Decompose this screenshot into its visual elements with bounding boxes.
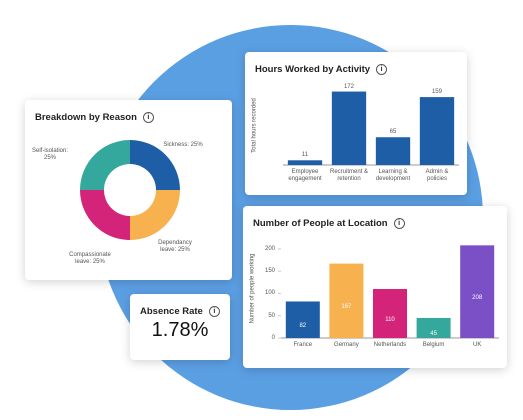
label: Belgium bbox=[422, 342, 445, 348]
label: 167 bbox=[341, 303, 352, 310]
title-text: Absence Rate bbox=[140, 306, 203, 318]
bar bbox=[331, 91, 367, 165]
info-icon[interactable]: i bbox=[393, 218, 405, 229]
label: Employee engagement bbox=[288, 169, 322, 182]
bar bbox=[285, 301, 320, 338]
label: 159 bbox=[431, 89, 442, 96]
label: 11 bbox=[301, 152, 309, 159]
donut-segment bbox=[80, 140, 130, 190]
bar bbox=[419, 97, 455, 165]
bar bbox=[460, 245, 495, 338]
label: 110 bbox=[385, 316, 395, 323]
label: Self-isolation: 25% bbox=[31, 148, 69, 161]
reason-card: Breakdown by Reason i Sickness: 25% Depend… bbox=[25, 100, 232, 280]
card-title: Hours Worked by Activity i bbox=[255, 64, 388, 76]
label: 45 bbox=[430, 330, 437, 337]
location-card: Number of People at Location i Number of … bbox=[243, 206, 507, 368]
bar bbox=[329, 263, 364, 338]
bar bbox=[416, 317, 451, 338]
hours-card: Hours Worked by Activity i Total hours re… bbox=[245, 52, 467, 195]
donut-segment bbox=[130, 140, 180, 190]
y-tick-label: 100 bbox=[264, 290, 275, 297]
card-title: Absence Rate i bbox=[140, 306, 220, 317]
title-text: Number of People at Location bbox=[253, 218, 388, 230]
info-icon[interactable]: i bbox=[376, 64, 388, 75]
label: Dependancy leave: 25% bbox=[158, 240, 192, 253]
card-title: Number of People at Location i bbox=[253, 218, 405, 229]
label: UK bbox=[473, 342, 482, 348]
kpi-value: 1.78% bbox=[151, 319, 209, 341]
label: Recruitment & retention bbox=[329, 169, 368, 182]
bar bbox=[372, 289, 408, 338]
bar bbox=[375, 137, 411, 165]
info-icon[interactable]: i bbox=[142, 112, 154, 123]
label: Sickness: 25% bbox=[163, 142, 203, 148]
card-title: Breakdown by Reason i bbox=[35, 112, 154, 123]
y-tick-label: 150 bbox=[264, 268, 275, 275]
bar-chart bbox=[283, 91, 459, 166]
label: Germany bbox=[334, 342, 359, 348]
y-tick-label: 0 bbox=[271, 335, 275, 341]
label: 65 bbox=[389, 129, 397, 136]
title-text: Breakdown by Reason bbox=[35, 112, 137, 124]
donut-chart bbox=[80, 140, 180, 240]
donut-segment bbox=[130, 190, 180, 240]
info-icon[interactable]: i bbox=[208, 306, 220, 317]
y-tick-label: 200 bbox=[264, 245, 275, 252]
label: 208 bbox=[472, 294, 483, 301]
label: Admin & policies bbox=[425, 169, 449, 182]
kpi-card: Absence Rate i 1.78% bbox=[130, 294, 230, 360]
donut-segment bbox=[80, 190, 130, 240]
label: 82 bbox=[299, 322, 307, 329]
y-axis-label: Number of people working bbox=[249, 253, 256, 324]
y-tick-label: 50 bbox=[268, 312, 275, 319]
label: 172 bbox=[343, 83, 354, 90]
bar-chart bbox=[278, 245, 499, 339]
label: Netherlands bbox=[373, 342, 407, 348]
label: Learning & development bbox=[375, 169, 411, 182]
label: France bbox=[293, 342, 313, 348]
bar bbox=[287, 160, 323, 165]
y-axis-label: Total hours recorded bbox=[251, 97, 258, 153]
label: Compassionate leave: 25% bbox=[69, 252, 111, 265]
title-text: Hours Worked by Activity bbox=[255, 64, 371, 76]
